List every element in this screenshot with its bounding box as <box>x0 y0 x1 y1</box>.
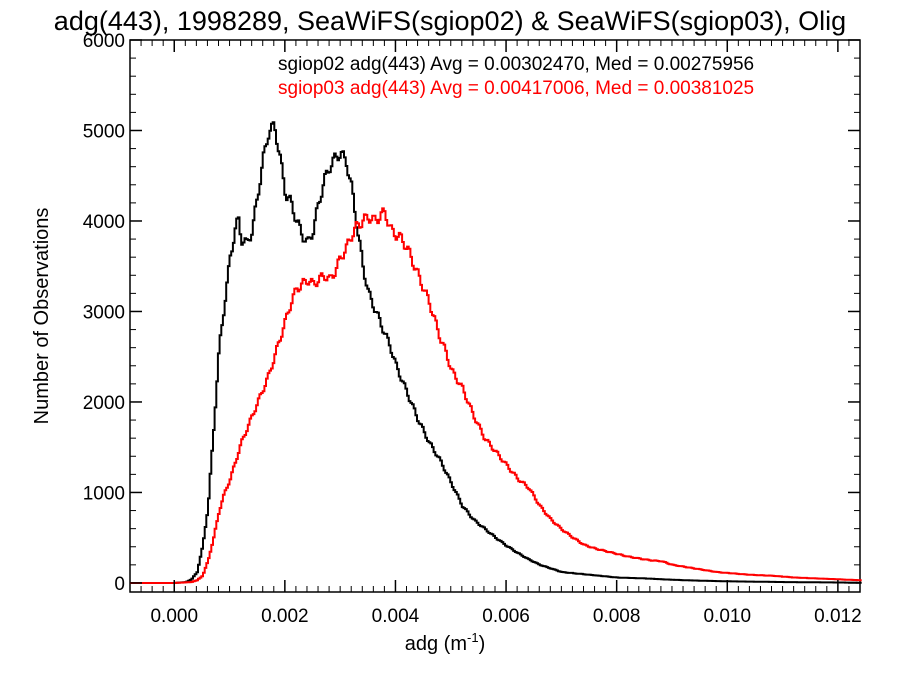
x-tick-label: 0.012 <box>814 606 862 627</box>
x-tick-label: 0.002 <box>261 606 309 627</box>
x-tick-label: 0.004 <box>372 606 420 627</box>
series-line-sgiop02 <box>130 121 862 584</box>
y-tick-label: 3000 <box>83 302 125 323</box>
x-axis-label: adg (m-1) <box>405 630 485 655</box>
chart-title: adg(443), 1998289, SeaWiFS(sgiop02) & Se… <box>54 6 846 36</box>
plot-frame <box>129 39 861 593</box>
series-line-sgiop03 <box>130 207 862 584</box>
legend: sgiop02 adg(443) Avg = 0.00302470, Med =… <box>278 54 754 99</box>
y-tick-label: 0 <box>114 574 125 595</box>
series-sgiop03 <box>130 207 862 584</box>
x-tick-label: 0.010 <box>703 606 751 627</box>
y-tick-label: 2000 <box>83 393 125 414</box>
plot-border <box>129 39 861 593</box>
x-tick-label: 0.008 <box>593 606 641 627</box>
x-tick-label: 0.006 <box>482 606 530 627</box>
y-tick-label: 5000 <box>83 121 125 142</box>
y-tick-label: 4000 <box>83 212 125 233</box>
y-tick-label: 1000 <box>83 483 125 504</box>
x-axis-label-close: ) <box>479 633 486 655</box>
axes-layer: 0.000 0.002 0.004 0.006 0.008 0.010 0.012 0 1000… <box>83 31 862 627</box>
x-tick-label: 0.000 <box>150 606 198 627</box>
series-sgiop02 <box>130 121 862 584</box>
series-layer <box>130 121 862 584</box>
legend-entry-sgiop03: sgiop03 adg(443) Avg = 0.00417006, Med =… <box>278 78 754 99</box>
y-tick-label: 6000 <box>83 31 125 52</box>
legend-entry-sgiop02: sgiop02 adg(443) Avg = 0.00302470, Med =… <box>278 54 754 75</box>
x-axis-label-exponent: -1 <box>467 630 479 645</box>
y-axis-label: Number of Observations <box>31 208 53 425</box>
x-axis-label-text: adg (m <box>405 633 467 655</box>
